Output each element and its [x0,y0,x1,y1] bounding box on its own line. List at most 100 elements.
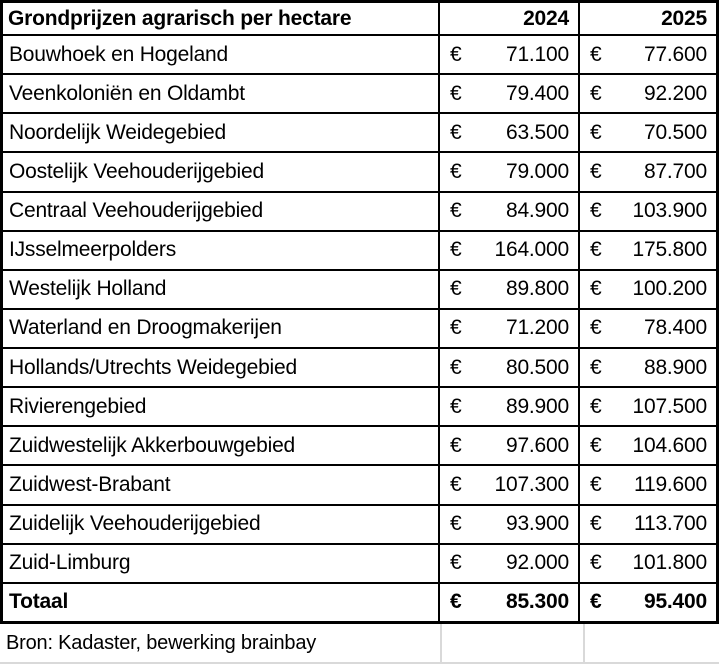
price-cell-2025: €119.600 [580,464,716,503]
euro-symbol: € [450,551,462,575]
euro-symbol: € [450,238,462,262]
price-value: 78.400 [643,316,707,340]
price-cell-2025: €113.700 [580,503,716,543]
price-cell-2024: €97.600 [440,425,580,465]
price-cell-2025: €88.900 [580,347,716,386]
euro-symbol: € [590,355,602,379]
price-value: 77.600 [643,42,707,66]
price-cell-2024: €80.500 [440,347,580,387]
table-title: Grondprijzen agrarisch per hectare [3,3,440,34]
region-name-cell: Oostelijk Veehouderijgebied [3,151,440,191]
price-value: 101.800 [632,551,707,575]
price-value: 119.600 [634,473,707,497]
column-header-2025: 2025 [661,6,707,30]
region-name-cell: Noordelijk Weidegebied [3,112,440,152]
euro-symbol: € [590,42,602,66]
price-value: 107.300 [494,473,569,497]
price-cell-2024: €71.200 [440,307,580,348]
euro-symbol: € [590,512,602,536]
region-name-cell: Rivierengebied [3,386,440,426]
price-value: 71.200 [505,316,569,340]
price-value: 79.400 [505,81,569,105]
price-value: 164.000 [494,238,569,262]
price-value: 107.500 [632,394,707,418]
price-cell-2025: €100.200 [580,268,716,308]
price-cell-2025: €103.900 [580,190,716,230]
region-name-cell: IJsselmeerpolders [3,229,440,269]
total-name-cell: Totaal [3,581,440,621]
price-cell-2025: €92.200 [580,73,716,112]
price-cell-2024: €71.100 [440,34,580,74]
price-cell-2025: €70.500 [580,112,716,151]
price-value: 84.900 [505,199,569,223]
price-value: 93.900 [505,512,569,536]
price-value: 92.200 [643,81,707,105]
price-value: 79.000 [505,159,569,183]
region-name-cell: Hollands/Utrechts Weidegebied [3,347,440,387]
price-value: 104.600 [632,433,707,457]
euro-symbol: € [450,473,462,497]
price-value: 175.800 [632,238,707,262]
euro-symbol: € [450,120,462,144]
footer-row: Bron: Kadaster, bewerking brainbay [0,624,719,664]
region-name-cell: Bouwhoek en Hogeland [3,34,440,74]
price-value: 85.300 [505,590,569,614]
euro-symbol: € [450,355,462,379]
price-cell-2024: €84.900 [440,190,580,230]
euro-symbol: € [450,159,462,183]
euro-symbol: € [590,473,602,497]
price-value: 88.900 [643,355,707,379]
region-name-cell: Waterland en Droogmakerijen [3,307,440,348]
euro-symbol: € [590,394,602,418]
euro-symbol: € [590,159,602,183]
euro-symbol: € [450,512,462,536]
price-value: 70.500 [643,120,707,144]
euro-symbol: € [450,199,462,223]
price-value: 89.800 [505,277,569,301]
price-value: 95.400 [643,590,707,614]
price-cell-2024: €89.900 [440,386,580,426]
price-value: 89.900 [505,394,569,418]
euro-symbol: € [590,199,602,223]
region-name-cell: Veenkoloniën en Oldambt [3,73,440,113]
euro-symbol: € [450,277,462,301]
price-cell-2025: €78.400 [580,307,716,347]
price-value: 92.000 [505,551,569,575]
price-value: 87.700 [643,159,707,183]
region-name-cell: Zuidwestelijk Akkerbouwgebied [3,425,440,465]
price-cell-2024: €79.000 [440,151,580,191]
footer-empty-cell-2024 [440,624,583,662]
grondprijzen-table: Grondprijzen agrarisch per hectare 2024 … [0,0,719,624]
region-name-cell: Westelijk Holland [3,268,440,308]
price-value: 80.500 [505,355,569,379]
euro-symbol: € [450,433,462,457]
price-value: 103.900 [632,199,707,223]
euro-symbol: € [590,277,602,301]
euro-symbol: € [590,81,602,105]
euro-symbol: € [590,433,602,457]
region-name-cell: Zuidelijk Veehouderijgebied [3,503,440,543]
euro-symbol: € [590,316,602,340]
price-cell-2024: €89.800 [440,268,580,308]
total-price-cell-2025: €95.400 [580,581,716,621]
euro-symbol: € [450,81,462,105]
price-value: 113.700 [634,512,707,536]
price-cell-2025: €77.600 [580,34,716,73]
price-cell-2025: €104.600 [580,425,716,464]
price-cell-2025: €101.800 [580,542,716,582]
euro-symbol: € [450,590,462,614]
price-cell-2025: €107.500 [580,386,716,425]
footer-empty-cell-2025 [583,624,719,662]
euro-symbol: € [450,394,462,418]
euro-symbol: € [590,238,602,262]
column-header-2024: 2024 [440,3,580,34]
price-cell-2024: €107.300 [440,464,580,504]
price-value: 100.200 [632,277,707,301]
price-cell-2024: €79.400 [440,73,580,113]
total-price-cell-2024: €85.300 [440,581,580,621]
price-cell-2024: €164.000 [440,229,580,269]
source-note: Bron: Kadaster, bewerking brainbay [6,631,317,654]
price-value: 63.500 [505,120,569,144]
price-cell-2024: €92.000 [440,542,580,582]
